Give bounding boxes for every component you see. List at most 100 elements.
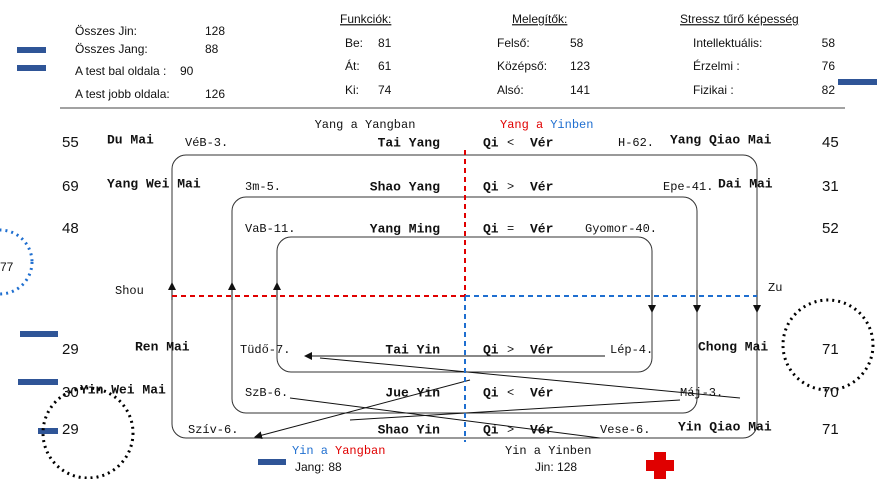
section-title: Stressz tűrő képesség (680, 12, 799, 26)
item-value: 58 (822, 36, 836, 50)
right-value: 31 (822, 178, 839, 195)
side-circle (0, 228, 34, 296)
label-part: Yinben (550, 118, 593, 132)
qi: Qi (483, 342, 499, 357)
item-value: 76 (822, 59, 836, 73)
ver: Vér (530, 179, 553, 194)
total-value: 90 (180, 64, 194, 78)
item-value: 141 (570, 83, 590, 97)
total-value: 88 (205, 42, 219, 56)
ver: Vér (530, 385, 553, 400)
channel: Jue Yin (385, 385, 440, 400)
side-circle-value: 77 (0, 260, 14, 274)
right-point: Máj-3. (680, 386, 723, 400)
shou-label: Shou (115, 284, 144, 298)
right-point: Lép-4. (610, 343, 653, 357)
jang-total: Jang: 88 (295, 460, 342, 474)
qi: Qi (483, 422, 499, 437)
left-value: 55 (62, 134, 79, 151)
left-meridian: Du Mai (107, 132, 154, 147)
jin-value: 128 (557, 460, 577, 474)
item-value: 82 (822, 83, 836, 97)
highlight-circle (781, 298, 875, 392)
qi: Qi (483, 135, 499, 150)
item-label: Felső: (497, 36, 530, 50)
ver: Vér (530, 135, 553, 150)
channel: Tai Yang (378, 135, 441, 150)
left-point: 3m-5. (245, 180, 281, 194)
item-value: 81 (378, 36, 392, 50)
qi: Qi (483, 385, 499, 400)
left-point: SzB-6. (245, 386, 288, 400)
channel: Shao Yang (370, 179, 440, 194)
relation: < (507, 386, 514, 400)
section-title: Funkciók: (340, 12, 391, 26)
top-left-label: Yang a Yangban (315, 118, 416, 132)
left-point: VaB-11. (245, 222, 295, 236)
qi: Qi (483, 221, 499, 236)
item-label: Ki: (345, 83, 359, 97)
right-point: Epe-41. (663, 180, 713, 194)
right-point: Gyomor-40. (585, 222, 657, 236)
item-label: Középső: (497, 59, 547, 73)
right-value: 52 (822, 220, 839, 237)
item-label: Fizikai : (693, 83, 734, 97)
channel: Tai Yin (385, 342, 440, 357)
qi: Qi (483, 179, 499, 194)
total-label: Összes Jang: (75, 42, 148, 56)
left-meridian: Yang Wei Mai (107, 176, 201, 191)
red-cross (646, 452, 674, 479)
left-meridian: Yin Wei Mai (80, 382, 166, 397)
total-label: A test bal oldala : (75, 64, 166, 78)
section-title: Melegítők: (512, 12, 567, 26)
right-value: 45 (822, 134, 839, 151)
left-value: 69 (62, 178, 79, 195)
jin-label: Jin: (535, 460, 557, 474)
bar-icons (17, 47, 877, 465)
bottom-left-label: Yin a Yangban (292, 444, 385, 458)
left-value: 30 (62, 384, 79, 401)
item-value: 61 (378, 59, 392, 73)
arrows (168, 282, 761, 440)
item-label: Be: (345, 36, 363, 50)
item-value: 74 (378, 83, 392, 97)
right-point: H-62. (618, 136, 654, 150)
total-value: 128 (205, 24, 225, 38)
left-meridian: Ren Mai (135, 339, 190, 354)
right-value: 71 (822, 341, 839, 358)
highlight-circle (41, 386, 135, 479)
right-value: 71 (822, 421, 839, 438)
right-value: 70 (822, 384, 839, 401)
ver: Vér (530, 342, 553, 357)
left-point: Szív-6. (188, 423, 238, 437)
ver: Vér (530, 221, 553, 236)
right-meridian: Yin Qiao Mai (678, 419, 772, 434)
left-value: 29 (62, 421, 79, 438)
channel: Shao Yin (378, 422, 441, 437)
top-right-label: Yang a Yinben (500, 118, 593, 132)
bottom-right-label: Yin a Yinben (505, 444, 591, 458)
total-label: Összes Jin: (75, 24, 137, 38)
jin-total: Jin: 128 (535, 460, 577, 474)
total-value: 126 (205, 87, 225, 101)
jang-label: Jang: (295, 460, 324, 474)
relation: = (507, 222, 514, 236)
item-label: Érzelmi : (693, 58, 740, 73)
relation: > (507, 423, 514, 437)
zu-label: Zu (768, 281, 782, 295)
item-value: 123 (570, 59, 590, 73)
right-point: Vese-6. (600, 423, 650, 437)
label-part: Yin a (292, 444, 328, 458)
left-value: 48 (62, 220, 79, 237)
right-meridian: Dai Mai (718, 176, 773, 191)
right-meridian: Yang Qiao Mai (670, 132, 772, 147)
right-meridian: Chong Mai (698, 339, 768, 354)
relation: < (507, 136, 514, 150)
label-part: Yang a (500, 118, 543, 132)
ver: Vér (530, 422, 553, 437)
left-point: Tüdő-7. (240, 343, 290, 357)
item-value: 58 (570, 36, 584, 50)
relation: > (507, 343, 514, 357)
